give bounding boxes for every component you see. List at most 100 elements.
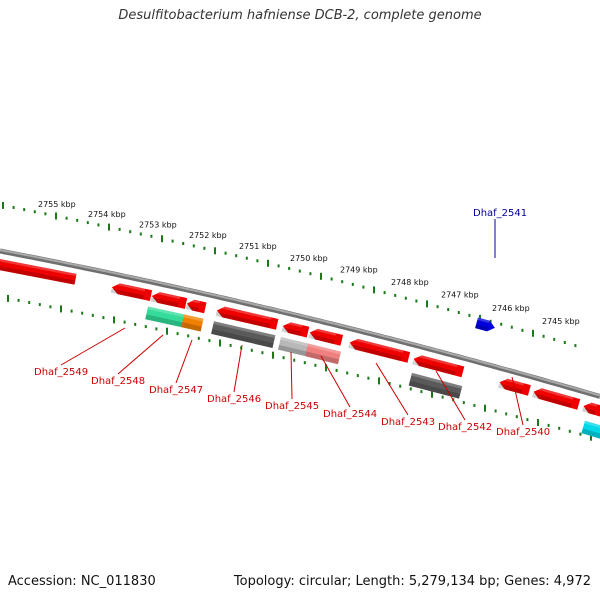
ruler-minor-tick	[86, 221, 89, 225]
gene-shade	[185, 304, 199, 312]
gene-shade	[412, 360, 456, 376]
ruler-minor-tick	[341, 280, 344, 284]
gene-g13	[475, 317, 495, 332]
ruler-tick-label: 2746 kbp	[492, 304, 530, 313]
gene-highlight	[500, 376, 525, 386]
ruler-major-tick	[219, 339, 221, 347]
ruler-minor-tick	[314, 363, 317, 367]
ruler-minor-tick	[150, 234, 153, 238]
ruler-major-tick	[532, 329, 534, 337]
ruler-major-tick	[373, 286, 375, 294]
ruler-major-tick	[426, 300, 428, 308]
ruler-minor-tick	[436, 305, 439, 309]
ruler-major-tick	[590, 433, 592, 441]
gene-body	[583, 402, 600, 417]
ruler-tick-label: 2745 kbp	[542, 317, 580, 326]
gene-shade	[308, 333, 335, 345]
ruler-minor-tick	[176, 332, 179, 336]
ruler-minor-tick	[171, 239, 174, 243]
ruler-minor-tick	[510, 325, 513, 329]
ruler-minor-tick	[49, 305, 52, 309]
ruler-minor-tick	[139, 232, 142, 236]
ruler-minor-tick	[335, 368, 338, 372]
ruler-major-tick	[325, 364, 327, 372]
ruler-major-tick	[320, 272, 322, 280]
ruler-minor-tick	[579, 432, 582, 436]
gene-label: Dhaf_2543	[381, 417, 435, 428]
ruler-minor-tick	[235, 254, 238, 258]
label-leader-line	[511, 376, 524, 426]
ruler-minor-tick	[330, 277, 333, 281]
ruler-minor-tick	[409, 387, 412, 391]
ruler-minor-tick	[282, 356, 285, 360]
gene-highlight	[0, 259, 77, 277]
ruler-minor-tick	[91, 313, 94, 317]
gene-highlight	[280, 337, 309, 347]
ruler-minor-tick	[468, 313, 471, 317]
ruler-major-tick	[60, 305, 62, 313]
gene-shade	[498, 383, 523, 394]
ruler-minor-tick	[351, 282, 354, 286]
ruler-major-tick	[55, 212, 57, 220]
ruler-minor-tick	[250, 348, 253, 352]
gene-highlight	[534, 386, 574, 400]
ruler-minor-tick	[23, 208, 26, 212]
gene-d1	[145, 306, 185, 328]
ruler-minor-tick	[277, 264, 280, 268]
gene-g1	[0, 259, 77, 285]
gene-shade	[348, 343, 402, 362]
ruler-tick-label: 2755 kbp	[38, 200, 76, 209]
ruler-minor-tick	[346, 371, 349, 375]
gene-shade	[581, 407, 596, 415]
ruler-tick-label: 2753 kbp	[139, 221, 177, 230]
gene-d7	[581, 420, 600, 439]
gene-g3	[150, 290, 188, 309]
gene-highlight	[217, 305, 272, 320]
ruler-minor-tick	[187, 334, 190, 338]
gene-shade	[211, 329, 274, 348]
gene-d6	[408, 372, 463, 399]
label-leader-line	[375, 362, 409, 416]
gene-body	[282, 322, 310, 338]
ruler-minor-tick	[574, 344, 577, 348]
ruler-minor-tick	[155, 327, 158, 331]
ruler-minor-tick	[203, 246, 206, 250]
genome-stats-text: Topology: circular; Length: 5,279,134 bp…	[233, 574, 591, 589]
ruler-major-tick	[431, 390, 433, 398]
ruler-minor-tick	[399, 384, 402, 388]
ruler-minor-tick	[192, 244, 195, 248]
gene-highlight	[152, 290, 181, 299]
ruler-minor-tick	[229, 343, 232, 347]
ruler-minor-tick	[394, 293, 397, 297]
ruler-minor-tick	[182, 242, 185, 245]
gene-label: Dhaf_2548	[91, 376, 145, 387]
gene-g9	[412, 353, 465, 378]
ruler-minor-tick	[441, 395, 444, 399]
ruler-minor-tick	[288, 267, 291, 270]
gene-body	[145, 306, 185, 328]
gene-g10	[498, 376, 531, 396]
upper-ruler	[2, 201, 577, 348]
ruler-major-tick	[7, 294, 9, 302]
gene-body	[0, 259, 77, 285]
gene-label: Dhaf_2541	[473, 208, 527, 219]
gene-highlight	[477, 317, 490, 324]
gene-label: Dhaf_2544	[323, 409, 377, 420]
gene-body	[581, 420, 600, 439]
gene-label: Dhaf_2545	[265, 401, 319, 412]
ruler-minor-tick	[102, 316, 105, 320]
ruler-minor-tick	[38, 303, 41, 307]
gene-highlight	[147, 306, 185, 318]
ruler-minor-tick	[462, 401, 465, 405]
ruler-major-tick	[537, 419, 539, 426]
gene-g7	[308, 327, 344, 346]
ruler-minor-tick	[144, 325, 147, 329]
gene-d4	[277, 337, 309, 357]
ruler-minor-tick	[65, 216, 68, 220]
ruler-tick-label: 2754 kbp	[88, 210, 126, 219]
gene-highlight	[350, 337, 404, 353]
gene-highlight	[307, 343, 342, 355]
gene-body	[216, 306, 279, 330]
